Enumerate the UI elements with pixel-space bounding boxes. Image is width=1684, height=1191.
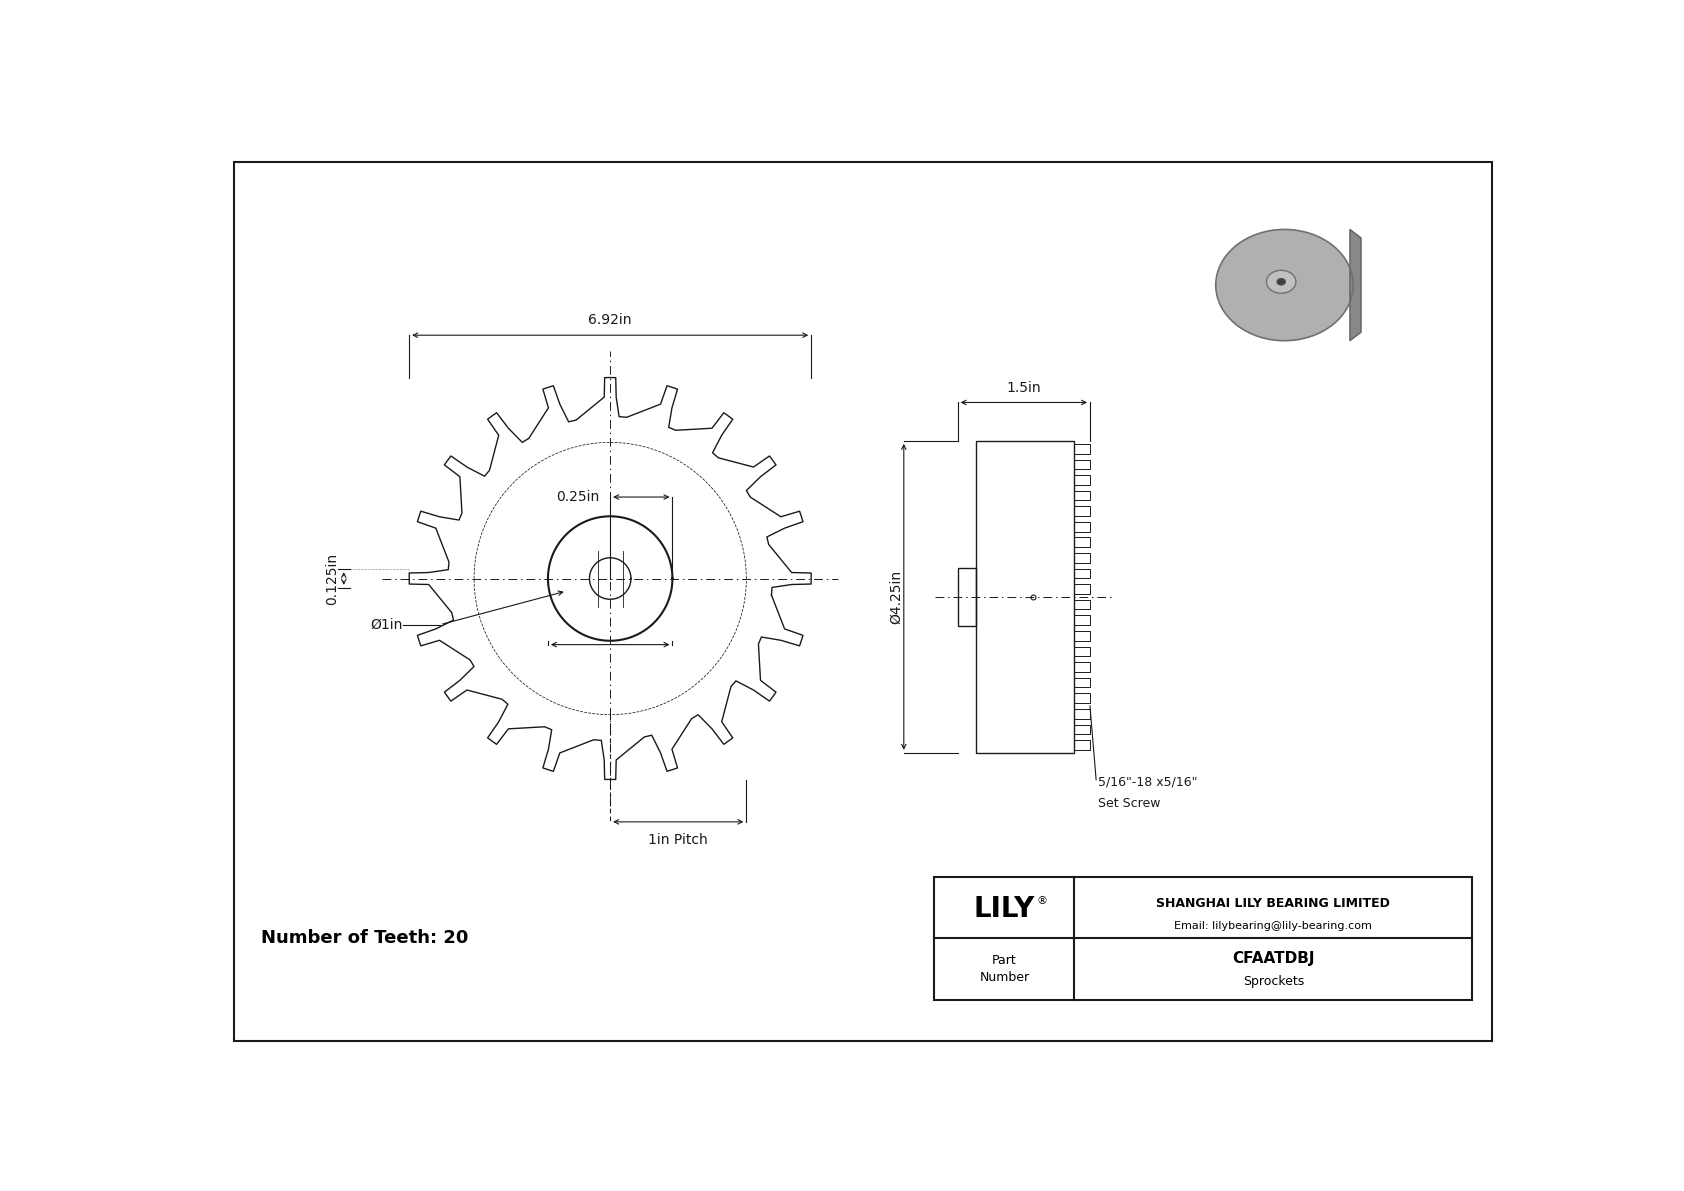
Bar: [1074, 537, 1090, 547]
Bar: [1074, 740, 1090, 750]
Text: Number of Teeth: 20: Number of Teeth: 20: [261, 929, 468, 948]
Bar: [975, 441, 1074, 753]
Text: CFAATDBJ: CFAATDBJ: [1233, 950, 1315, 966]
Text: Sprockets: Sprockets: [1243, 975, 1303, 989]
Bar: [1074, 631, 1090, 641]
Text: 0.25in: 0.25in: [556, 490, 600, 504]
Bar: [1074, 616, 1090, 625]
Polygon shape: [1351, 230, 1361, 341]
Bar: [1074, 444, 1090, 454]
Text: SHANGHAI LILY BEARING LIMITED: SHANGHAI LILY BEARING LIMITED: [1157, 897, 1391, 910]
Ellipse shape: [1266, 270, 1297, 293]
Text: 6.92in: 6.92in: [588, 313, 632, 328]
Bar: [1074, 662, 1090, 672]
Bar: [1074, 678, 1090, 687]
Text: ®: ®: [1037, 897, 1047, 906]
Text: 5/16"-18 x5/16": 5/16"-18 x5/16": [1098, 775, 1197, 788]
Bar: [1074, 585, 1090, 594]
Bar: [935, 877, 1472, 1000]
Bar: [1074, 553, 1090, 562]
Text: Part
Number: Part Number: [980, 954, 1029, 985]
Ellipse shape: [1216, 230, 1354, 341]
Bar: [1074, 491, 1090, 500]
Ellipse shape: [1276, 279, 1285, 285]
Bar: [1074, 647, 1090, 656]
Bar: [1074, 460, 1090, 469]
Bar: [1074, 724, 1090, 734]
Text: LILY: LILY: [973, 894, 1036, 923]
Text: Ø4.25in: Ø4.25in: [889, 569, 903, 624]
Bar: [1074, 506, 1090, 516]
Text: Email: lilybearing@lily-bearing.com: Email: lilybearing@lily-bearing.com: [1174, 921, 1372, 931]
Bar: [1074, 600, 1090, 610]
Bar: [1074, 693, 1090, 703]
Bar: [958, 568, 975, 626]
Text: 1in Pitch: 1in Pitch: [648, 834, 709, 848]
Text: 0.125in: 0.125in: [325, 553, 338, 605]
Text: 1.5in: 1.5in: [1007, 381, 1041, 394]
Bar: [1074, 568, 1090, 579]
Bar: [1074, 522, 1090, 531]
Bar: [1074, 709, 1090, 718]
Text: Set Screw: Set Screw: [1098, 798, 1160, 810]
Bar: [1074, 475, 1090, 485]
Text: Ø1in: Ø1in: [370, 618, 402, 631]
